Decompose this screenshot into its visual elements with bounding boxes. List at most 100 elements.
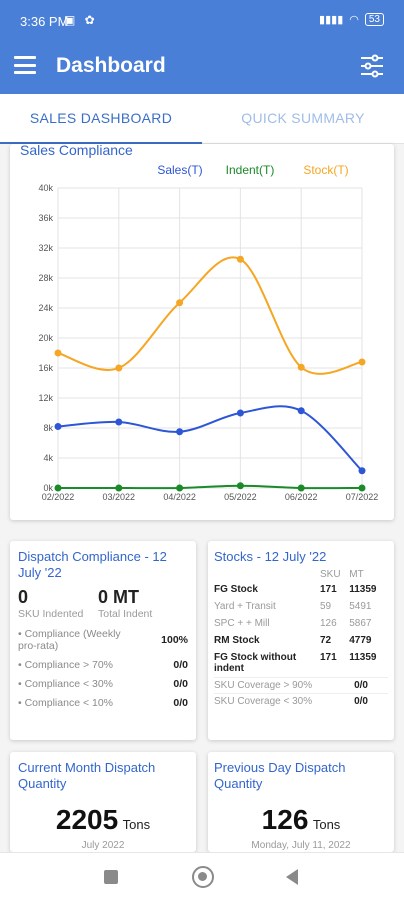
y-tick-label: 12k xyxy=(38,393,53,403)
coverage-label: SKU Coverage > 90% xyxy=(214,680,313,691)
data-point xyxy=(236,255,244,263)
legend-item: Stock(T) xyxy=(303,163,348,177)
stock-sku: 171 xyxy=(320,584,337,595)
stock-sku: 126 xyxy=(320,618,337,629)
stock-mt: 5867 xyxy=(349,618,372,629)
data-point xyxy=(54,423,62,430)
stock-label: RM Stock xyxy=(214,635,260,646)
sku-indented-label: SKU Indented xyxy=(18,608,84,620)
recents-button[interactable] xyxy=(104,870,118,884)
filter-settings-icon[interactable] xyxy=(358,52,386,80)
prev-dispatch-date: Monday, July 11, 2022 xyxy=(251,840,351,851)
data-point xyxy=(358,358,366,366)
y-tick-label: 20k xyxy=(38,333,53,343)
compliance-label: • Compliance (Weekly pro-rata) xyxy=(18,628,121,652)
y-tick-label: 28k xyxy=(38,273,53,283)
legend-item: Indent(T) xyxy=(226,163,275,177)
stock-label: Yard + Transit xyxy=(214,601,276,612)
y-tick-label: 0k xyxy=(43,483,53,493)
table-row: FG Stock 171 11359 xyxy=(214,581,388,598)
stock-sku: 171 xyxy=(320,652,337,663)
y-tick-label: 40k xyxy=(38,183,53,193)
legend-item: Sales(T) xyxy=(157,163,202,177)
data-point xyxy=(297,484,305,492)
chart-title: Sales Compliance xyxy=(20,144,133,158)
signal-icon: ▮▮▮▮ xyxy=(319,14,344,26)
data-point xyxy=(236,482,244,490)
sales-compliance-chart: Sales Compliance 0k 4k 8k 12k 16k 20k 24k 28k 32… xyxy=(20,144,378,502)
coverage-value: 0/0 xyxy=(354,680,368,691)
x-tick-label: 02/2022 xyxy=(42,492,75,502)
month-dispatch-unit: Tons xyxy=(122,817,151,832)
status-bar: 3:36 PM ▣ ✿ ▮▮▮▮ ◠ 53 xyxy=(0,0,404,44)
y-tick-label: 8k xyxy=(43,423,53,433)
y-tick-label: 16k xyxy=(38,363,53,373)
system-nav-bar xyxy=(0,852,404,900)
previous-day-dispatch-card[interactable]: Previous Day Dispatch Quantity 126 Tons … xyxy=(208,752,394,852)
tab-sales-dashboard[interactable]: SALES DASHBOARD xyxy=(0,94,202,144)
month-dispatch-quantity: 2205 Tons xyxy=(18,804,188,836)
data-point xyxy=(176,428,184,436)
data-point xyxy=(297,363,305,371)
stock-mt: 11359 xyxy=(349,652,377,663)
stocks-col-header xyxy=(214,568,320,581)
total-indent-value: 0 MT xyxy=(98,587,140,607)
compliance-row: • Compliance < 10% 0/0 xyxy=(18,697,188,709)
x-tick-label: 04/2022 xyxy=(163,492,196,502)
compliance-label: • Compliance < 10% xyxy=(18,697,114,709)
current-month-dispatch-card[interactable]: Current Month Dispatch Quantity 2205 Ton… xyxy=(10,752,196,852)
status-time: 3:36 PM xyxy=(20,14,69,29)
stock-mt: 4779 xyxy=(349,635,372,646)
menu-icon[interactable] xyxy=(14,56,36,74)
prev-dispatch-value: 126 xyxy=(261,804,309,835)
compliance-label: • Compliance < 30% xyxy=(18,678,114,690)
series-line xyxy=(57,405,363,472)
y-tick-label: 32k xyxy=(38,243,53,253)
home-button[interactable] xyxy=(192,866,214,888)
compliance-value: 0/0 xyxy=(173,659,188,671)
compliance-row: • Compliance > 70% 0/0 xyxy=(18,659,188,671)
stocks-header-row: SKU MT xyxy=(214,568,388,581)
data-point xyxy=(358,467,366,475)
stock-sku: 59 xyxy=(320,601,332,612)
dispatch-title: Dispatch Compliance - 12 July '22 xyxy=(18,549,167,580)
data-point xyxy=(54,349,62,357)
table-row: Yard + Transit 59 5491 xyxy=(214,598,388,615)
compliance-row: • Compliance (Weekly pro-rata) 100% xyxy=(18,628,188,652)
table-row: FG Stock without indent 171 11359 xyxy=(214,649,388,677)
coverage-row: SKU Coverage > 90% 0/0 xyxy=(214,677,388,693)
data-point xyxy=(115,484,123,492)
stock-label: SPC + + Mill xyxy=(214,618,270,629)
x-tick-label: 05/2022 xyxy=(224,492,257,502)
prev-dispatch-title: Previous Day Dispatch Quantity xyxy=(214,760,346,791)
stock-label: FG Stock without indent xyxy=(214,652,297,674)
month-dispatch-title: Current Month Dispatch Quantity xyxy=(18,760,156,791)
data-point xyxy=(358,484,366,492)
month-dispatch-value: 2205 xyxy=(55,804,119,835)
y-tick-label: 4k xyxy=(43,453,53,463)
table-row: RM Stock 72 4779 xyxy=(214,632,388,649)
total-indent-label: Total Indent xyxy=(98,608,153,620)
back-button[interactable] xyxy=(286,869,298,885)
wifi-icon: ◠ xyxy=(349,14,359,26)
compliance-label: • Compliance > 70% xyxy=(18,659,114,671)
page-title: Dashboard xyxy=(56,54,166,77)
data-point xyxy=(115,418,123,426)
month-dispatch-date: July 2022 xyxy=(81,840,125,851)
status-right: ▮▮▮▮ ◠ 53 xyxy=(319,13,384,26)
sales-compliance-card: Sales Compliance 0k 4k 8k 12k 16k 20k 24k 28k 32… xyxy=(10,144,394,520)
prev-dispatch-quantity: 126 Tons xyxy=(214,804,388,836)
table-row: SPC + + Mill 126 5867 xyxy=(214,615,388,632)
x-tick-label: 03/2022 xyxy=(103,492,136,502)
tab-quick-summary[interactable]: QUICK SUMMARY xyxy=(241,110,365,126)
stocks-col-header: MT xyxy=(349,569,364,580)
coverage-value: 0/0 xyxy=(354,696,368,707)
stocks-title: Stocks - 12 July '22 xyxy=(214,549,327,564)
compliance-row: • Compliance < 30% 0/0 xyxy=(18,678,188,690)
compliance-value: 0/0 xyxy=(173,678,188,690)
stocks-card: Stocks - 12 July '22 SKU MT FG Stock 171… xyxy=(208,541,394,740)
series-line xyxy=(57,484,363,490)
dispatch-compliance-card: Dispatch Compliance - 12 July '22 0 SKU … xyxy=(10,541,196,740)
stocks-table: SKU MT FG Stock 171 11359 Yard + Transit… xyxy=(214,568,388,677)
sku-indented-value: 0 xyxy=(18,587,29,607)
